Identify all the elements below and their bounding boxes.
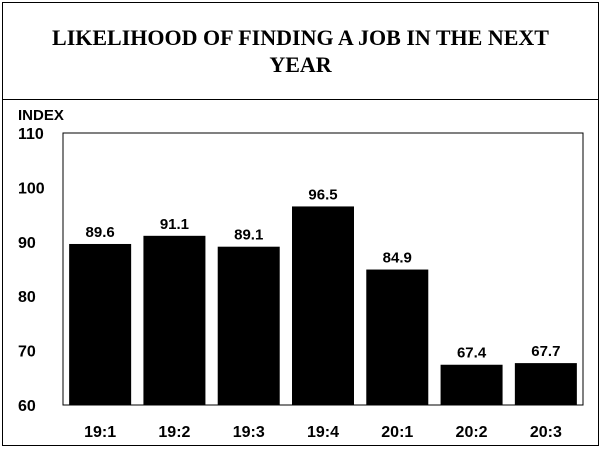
data-label: 89.6 [86, 224, 115, 241]
y-tick-label: 110 [18, 126, 44, 143]
bar [143, 235, 206, 405]
x-tick-label: 20:1 [381, 424, 413, 441]
y-tick-label: 60 [18, 398, 36, 415]
bar [217, 246, 280, 405]
bar [514, 363, 577, 405]
data-labels: 89.6 91.1 89.1 96.5 84.9 67.4 67.7 [86, 186, 561, 361]
data-label: 67.7 [531, 343, 560, 360]
bar [366, 269, 429, 405]
y-axis-label: INDEX [18, 107, 64, 124]
data-label: 91.1 [160, 216, 189, 233]
title-box: LIKELIHOOD OF FINDING A JOB IN THE NEXT … [3, 3, 598, 100]
bars [69, 206, 577, 405]
x-tick-label: 19:4 [307, 424, 339, 441]
y-ticks: 60 70 80 90 100 110 [18, 126, 45, 415]
data-label: 89.1 [234, 227, 263, 244]
bar [69, 243, 132, 405]
y-tick-label: 90 [18, 235, 36, 252]
y-tick-label: 70 [18, 344, 36, 361]
bar [440, 364, 503, 405]
x-tick-label: 20:3 [530, 424, 562, 441]
data-label: 84.9 [383, 250, 412, 267]
chart-frame: LIKELIHOOD OF FINDING A JOB IN THE NEXT … [2, 2, 599, 446]
chart-title: LIKELIHOOD OF FINDING A JOB IN THE NEXT … [52, 25, 549, 77]
x-tick-label: 19:3 [233, 424, 265, 441]
data-label: 96.5 [308, 186, 337, 203]
x-tick-label: 19:2 [158, 424, 190, 441]
y-tick-label: 80 [18, 289, 36, 306]
x-ticks: 19:1 19:2 19:3 19:4 20:1 20:2 20:3 [84, 424, 562, 441]
x-tick-label: 20:2 [456, 424, 488, 441]
data-label: 67.4 [457, 345, 487, 362]
y-tick-label: 100 [18, 180, 45, 197]
x-tick-label: 19:1 [84, 424, 116, 441]
bar [292, 206, 354, 405]
